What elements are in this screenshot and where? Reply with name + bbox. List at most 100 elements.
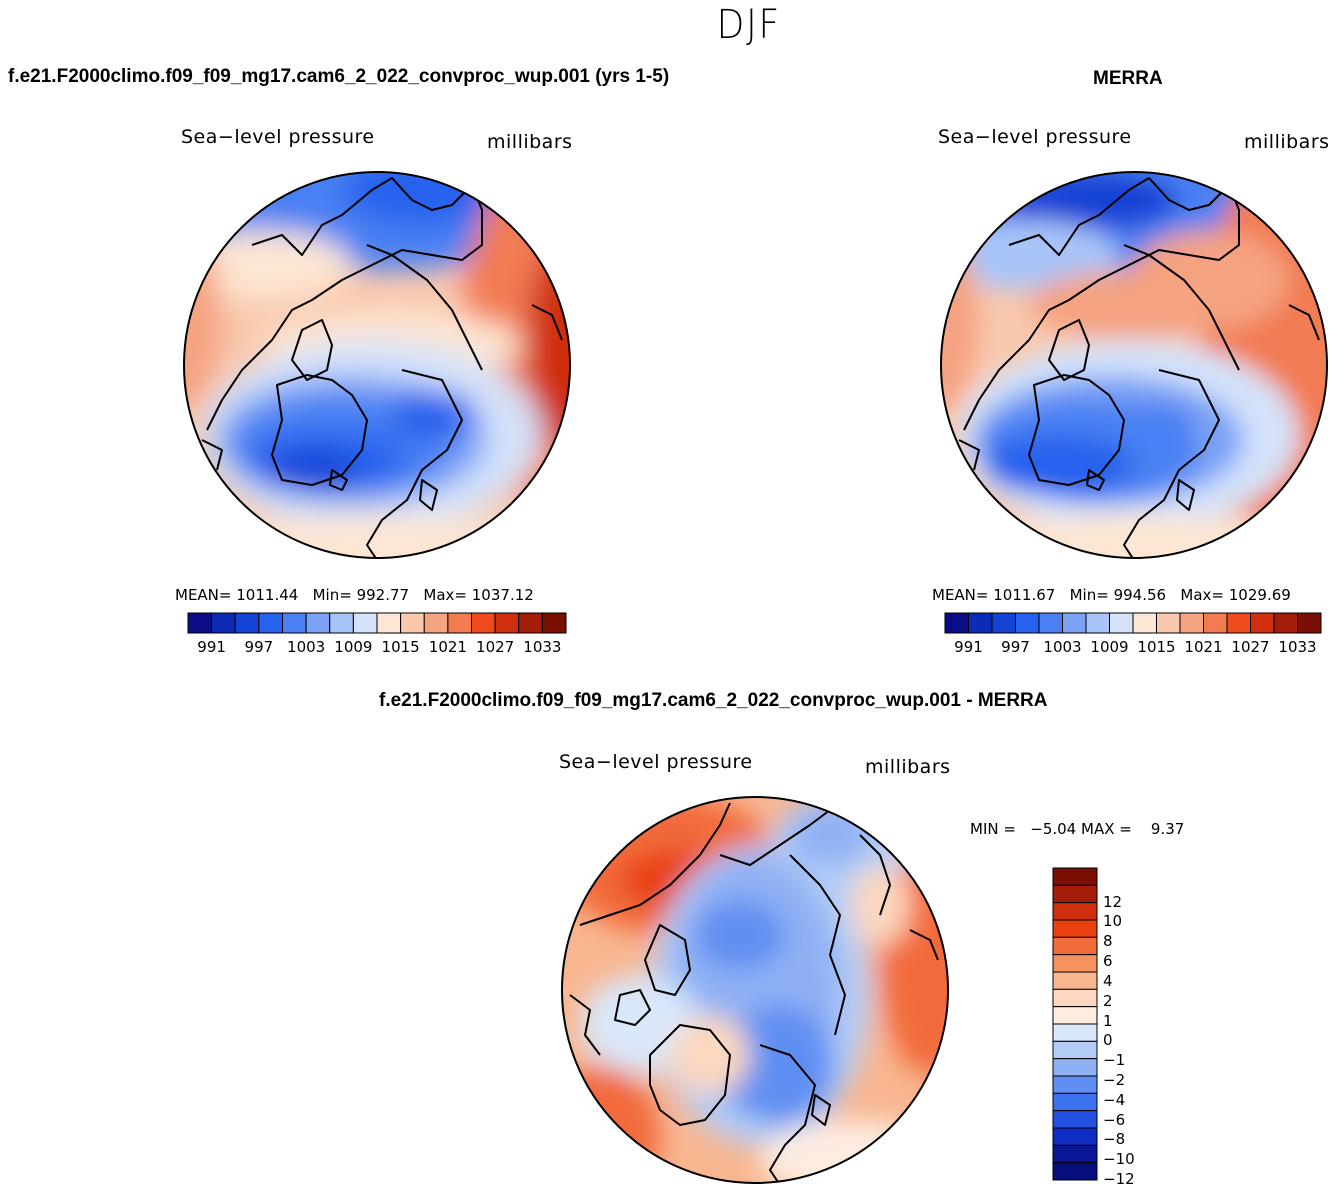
colorbar-swatch <box>1052 954 1098 973</box>
obs-units-label: millibars <box>1244 131 1330 153</box>
diff-units-label: millibars <box>865 756 951 778</box>
colorbar-tick-label: 1015 <box>381 638 420 656</box>
colorbar-swatch <box>1052 919 1098 938</box>
colorbar-swatch <box>1273 612 1298 634</box>
colorbar-swatch <box>1052 1162 1098 1181</box>
colorbar-swatch <box>400 612 425 634</box>
obs-panel-title: MERRA <box>1093 68 1163 89</box>
colorbar-tick-label: 6 <box>1103 952 1113 971</box>
colorbar-swatch <box>211 612 236 634</box>
colorbar-swatch <box>968 612 993 634</box>
colorbar-tick-label: 1 <box>1103 1011 1113 1030</box>
colorbar-swatch <box>991 612 1016 634</box>
colorbar-tick-label: −10 <box>1103 1150 1135 1169</box>
colorbar-tick-label: −8 <box>1103 1130 1126 1149</box>
colorbar-swatch <box>258 612 283 634</box>
colorbar-swatch <box>1052 1127 1098 1146</box>
colorbar-tick-label: −2 <box>1103 1070 1126 1089</box>
colorbar-swatch <box>234 612 260 634</box>
colorbar-tick-label: 1015 <box>1137 638 1176 656</box>
model-colorbar <box>187 612 567 634</box>
colorbar-swatch <box>1109 612 1134 634</box>
model-variable-label: Sea−level pressure <box>181 126 375 148</box>
diff-variable-label: Sea−level pressure <box>559 751 753 773</box>
colorbar-tick-label: −6 <box>1103 1110 1126 1129</box>
colorbar-swatch <box>1052 867 1098 886</box>
colorbar-swatch <box>1062 612 1087 634</box>
colorbar-tick-label: 1027 <box>476 638 515 656</box>
colorbar-swatch <box>1297 612 1322 634</box>
colorbar-swatch <box>944 612 969 634</box>
diff-stats: MIN = −5.04 MAX = 9.37 <box>970 820 1185 838</box>
colorbar-swatch <box>329 612 354 634</box>
colorbar-tick-label: 991 <box>197 638 226 656</box>
colorbar-tick-label: 12 <box>1103 892 1123 911</box>
colorbar-swatch <box>1052 884 1098 904</box>
colorbar-swatch <box>1038 612 1063 634</box>
model-polar-map <box>183 171 571 559</box>
colorbar-tick-label: −1 <box>1103 1051 1126 1070</box>
colorbar-swatch <box>1052 936 1098 956</box>
colorbar-swatch <box>1179 612 1204 634</box>
diff-polar-map <box>561 796 949 1184</box>
colorbar-swatch <box>518 612 543 634</box>
colorbar-tick-label: −12 <box>1103 1170 1135 1188</box>
obs-stats: MEAN= 1011.67 Min= 994.56 Max= 1029.69 <box>932 586 1291 604</box>
colorbar-tick-label: 1003 <box>1043 638 1082 656</box>
colorbar-swatch <box>1052 1040 1098 1060</box>
colorbar-swatch <box>447 612 472 634</box>
colorbar-swatch <box>494 612 520 634</box>
diff-colorbar <box>1052 867 1098 1181</box>
colorbar-swatch <box>305 612 331 634</box>
colorbar-swatch <box>1052 902 1098 921</box>
colorbar-tick-label: 997 <box>1001 638 1030 656</box>
colorbar-swatch <box>1052 1058 1098 1077</box>
season-title: DJF <box>716 2 782 48</box>
colorbar-tick-label: 991 <box>954 638 983 656</box>
colorbar-tick-label: 1027 <box>1231 638 1270 656</box>
model-colorbar-ticks: 991 997 1003 1009 1015 1021 1027 1033 <box>188 638 566 658</box>
obs-polar-map <box>940 171 1328 559</box>
diff-colorbar-ticks: 12 10 8 6 4 2 1 0 −1 −2 −4 −6 −8 −10 −12 <box>1103 868 1163 1188</box>
colorbar-swatch <box>1052 971 1098 990</box>
colorbar-swatch <box>541 612 567 634</box>
colorbar-swatch <box>282 612 307 634</box>
model-stats: MEAN= 1011.44 Min= 992.77 Max= 1037.12 <box>175 586 534 604</box>
colorbar-swatch <box>1226 612 1251 634</box>
colorbar-swatch <box>1052 1023 1098 1042</box>
colorbar-tick-label: 2 <box>1103 991 1113 1010</box>
colorbar-swatch <box>187 612 213 634</box>
colorbar-tick-label: 1033 <box>1278 638 1317 656</box>
obs-colorbar <box>944 612 1322 634</box>
colorbar-swatch <box>423 612 449 634</box>
colorbar-swatch <box>376 612 402 634</box>
colorbar-tick-label: 1009 <box>1090 638 1129 656</box>
colorbar-swatch <box>1052 1110 1098 1129</box>
colorbar-tick-label: 1003 <box>287 638 326 656</box>
colorbar-swatch <box>1052 988 1098 1008</box>
colorbar-tick-label: 997 <box>244 638 274 656</box>
colorbar-tick-label: 10 <box>1103 912 1123 931</box>
colorbar-swatch <box>1015 612 1040 634</box>
obs-colorbar-ticks: 991 997 1003 1009 1015 1021 1027 1033 <box>945 638 1321 658</box>
colorbar-swatch <box>352 612 378 634</box>
model-units-label: millibars <box>487 131 573 153</box>
colorbar-tick-label: 1009 <box>334 638 373 656</box>
colorbar-tick-label: 4 <box>1103 971 1113 990</box>
colorbar-tick-label: 0 <box>1103 1031 1113 1050</box>
colorbar-swatch <box>1052 1144 1098 1164</box>
colorbar-swatch <box>1085 612 1110 634</box>
colorbar-swatch <box>1250 612 1275 634</box>
colorbar-swatch <box>1132 612 1157 634</box>
colorbar-tick-label: 1033 <box>523 638 562 656</box>
colorbar-tick-label: 1021 <box>1184 638 1223 656</box>
colorbar-swatch <box>1052 1006 1098 1025</box>
colorbar-swatch <box>1052 1075 1098 1094</box>
colorbar-swatch <box>1052 1092 1098 1112</box>
colorbar-tick-label: 8 <box>1103 932 1113 951</box>
colorbar-tick-label: −4 <box>1103 1090 1126 1109</box>
diff-panel-title: f.e21.F2000climo.f09_f09_mg17.cam6_2_022… <box>379 690 1048 711</box>
colorbar-tick-label: 1021 <box>428 638 467 656</box>
colorbar-swatch <box>1203 612 1228 634</box>
colorbar-swatch <box>471 612 496 634</box>
